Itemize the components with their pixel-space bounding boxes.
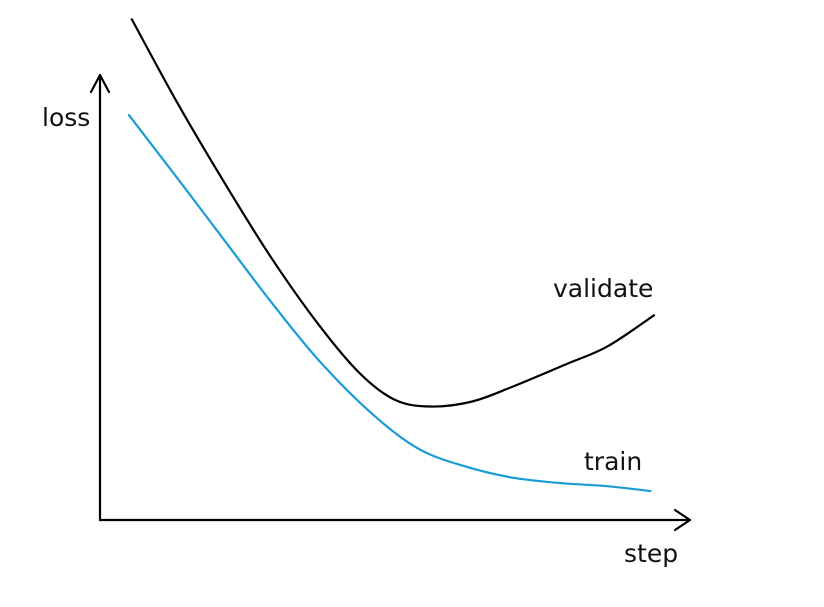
series-line-train [127,113,652,493]
series-layer [127,18,656,493]
axes [89,73,692,532]
series-line-validate [130,18,656,408]
series-label-validate: validate [553,274,653,303]
x-axis-label: step [624,539,678,568]
y-axis-arrow-icon [89,73,111,94]
y-axis-label: loss [42,103,90,132]
x-axis-arrow-icon [673,508,692,532]
series-label-train: train [584,447,642,476]
